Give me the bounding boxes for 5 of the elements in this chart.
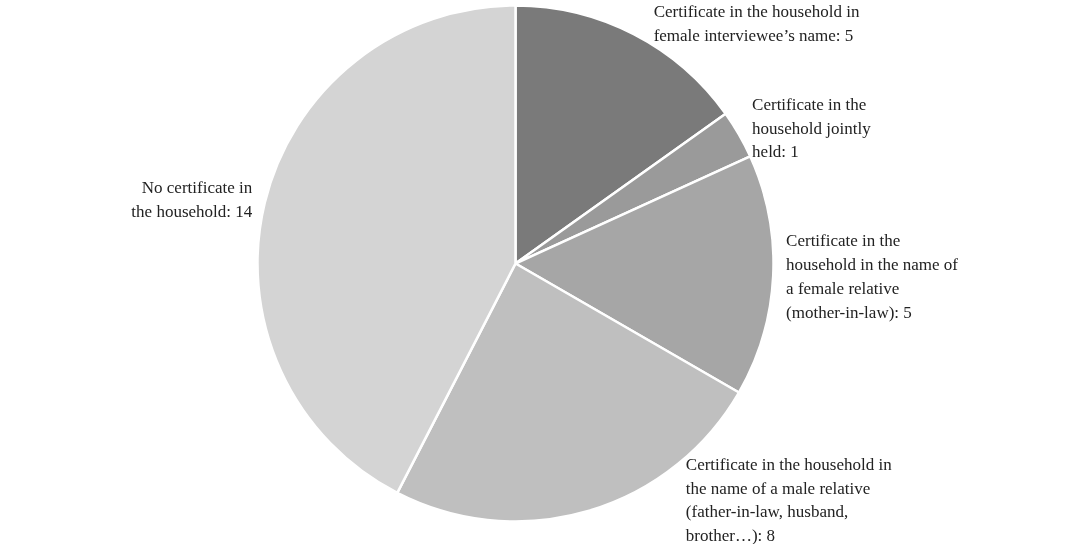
slice-label: Certificate in the household in the name of a female relative (mother-in-law): 5 bbox=[786, 231, 959, 322]
slice-label: Certificate in the household in the name of a male relative (father-in-law, husband, brother…): 8 bbox=[685, 454, 893, 544]
slice-label: Certificate in the household jointly held: 1 bbox=[752, 94, 872, 162]
slice-label: No certificate in the household: 14 bbox=[131, 178, 253, 222]
slice-label: Certificate in the household in female interviewee’s name: 5 bbox=[653, 2, 860, 46]
